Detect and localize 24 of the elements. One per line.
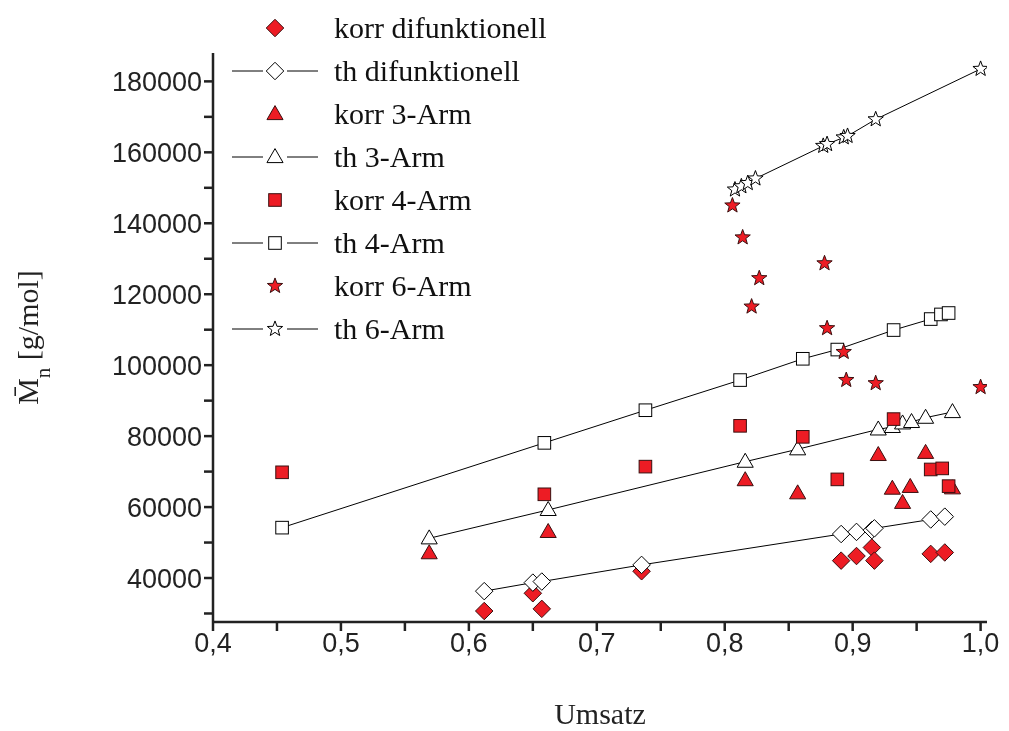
y-tick-label: 140000	[111, 208, 202, 239]
x-tick-label: 0,5	[322, 628, 360, 659]
x-axis-title: Umsatz	[554, 697, 646, 730]
legend-label: th difunktionell	[334, 53, 520, 88]
legend-label: th 6-Arm	[334, 311, 445, 346]
y-tick-label: 160000	[111, 137, 202, 168]
x-tick-label: 1,0	[961, 628, 1000, 659]
legend-label: korr 6-Arm	[334, 268, 472, 303]
y-tick-label: 100000	[111, 350, 202, 381]
legend-label: th 3-Arm	[334, 139, 445, 174]
x-tick-label: 0,6	[450, 628, 488, 659]
legend-label: korr 3-Arm	[334, 96, 472, 131]
legend-label: th 4-Arm	[334, 225, 445, 260]
legend-label: korr 4-Arm	[334, 182, 472, 217]
y-tick-label: 180000	[111, 66, 202, 97]
y-tick-label: 120000	[111, 279, 202, 310]
y-tick-label: 60000	[126, 492, 202, 523]
y-tick-label: 80000	[126, 421, 202, 452]
x-tick-label: 0,9	[833, 628, 872, 659]
legend-label: korr difunktionell	[334, 10, 547, 45]
x-tick-label: 0,8	[705, 628, 744, 659]
x-tick-label: 0,4	[194, 628, 232, 659]
x-tick-label: 0,7	[578, 628, 616, 659]
y-tick-label: 40000	[126, 563, 202, 594]
